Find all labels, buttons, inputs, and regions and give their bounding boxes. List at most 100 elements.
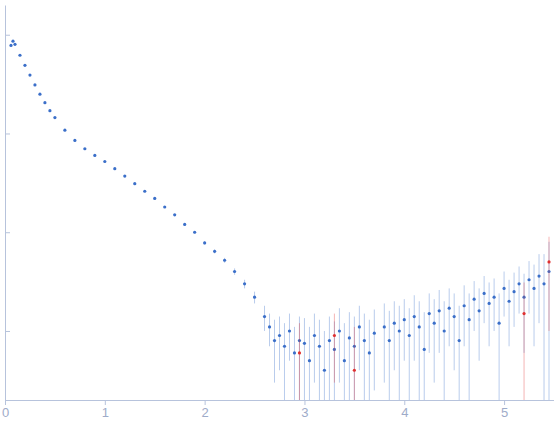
- error-bar: [479, 288, 480, 360]
- point: [323, 369, 326, 372]
- x-tick: 0: [2, 400, 9, 420]
- point: [318, 345, 321, 348]
- error-bar: [399, 306, 400, 400]
- error-bar: [474, 281, 475, 331]
- point: [313, 334, 316, 337]
- point: [243, 282, 246, 285]
- y-tick: [5, 232, 10, 233]
- point: [483, 292, 486, 295]
- x-tick-label: 4: [401, 405, 408, 420]
- point: [33, 83, 36, 86]
- point: [63, 129, 66, 132]
- point: [398, 329, 401, 332]
- series: [9, 40, 550, 400]
- point: [343, 359, 346, 362]
- plot: 012345: [2, 6, 554, 437]
- point: [353, 369, 356, 372]
- y-tick-mark: [5, 133, 10, 134]
- point: [11, 40, 14, 43]
- point: [393, 322, 396, 325]
- error-bar: [489, 282, 490, 346]
- point: [133, 182, 136, 185]
- point: [43, 101, 46, 104]
- error-bar: [264, 306, 265, 331]
- error-bar: [449, 288, 450, 346]
- point: [368, 351, 371, 354]
- point: [153, 197, 156, 200]
- point: [183, 223, 186, 226]
- point: [18, 54, 21, 57]
- y-tick: [5, 331, 10, 332]
- point: [233, 270, 236, 273]
- error-bar: [389, 311, 390, 400]
- error-bar: [434, 299, 435, 382]
- x-tick-label: 3: [301, 405, 308, 420]
- point: [363, 339, 366, 342]
- x-axis: 012345: [2, 400, 554, 420]
- x-tick: 2: [202, 400, 209, 420]
- error-bar: [524, 282, 525, 400]
- point: [298, 351, 301, 354]
- x-tick-label: 1: [102, 405, 109, 420]
- error-bar: [544, 254, 545, 400]
- point: [428, 312, 431, 315]
- error-bar: [299, 323, 300, 400]
- point: [13, 43, 16, 46]
- error-bar: [529, 261, 530, 313]
- point: [418, 325, 421, 328]
- point: [48, 109, 51, 112]
- point: [308, 359, 311, 362]
- point: [338, 329, 341, 332]
- y-tick-mark: [5, 331, 10, 332]
- error-bar: [469, 293, 470, 400]
- error-bar: [534, 265, 535, 347]
- error-bar: [329, 317, 330, 400]
- error-bar: [309, 327, 310, 400]
- y-tick-mark: [5, 232, 10, 233]
- point: [163, 205, 166, 208]
- point: [527, 278, 530, 281]
- error-bar: [414, 295, 415, 360]
- error-bar: [274, 320, 275, 383]
- error-bar: [314, 314, 315, 383]
- point: [288, 329, 291, 332]
- error-bar: [439, 290, 440, 353]
- point: [278, 334, 281, 337]
- point: [522, 312, 525, 315]
- point: [358, 325, 361, 328]
- point: [438, 309, 441, 312]
- error-bar: [324, 331, 325, 400]
- point: [408, 334, 411, 337]
- point: [443, 329, 446, 332]
- y-axis-line: [5, 6, 6, 401]
- error-bar: [349, 312, 350, 400]
- point: [512, 290, 515, 293]
- point: [453, 315, 456, 318]
- point: [348, 336, 351, 339]
- point: [83, 147, 86, 150]
- point: [498, 322, 501, 325]
- point: [532, 287, 535, 290]
- point: [253, 296, 256, 299]
- error-bar: [339, 308, 340, 382]
- point: [333, 334, 336, 337]
- x-tick: 4: [401, 400, 408, 420]
- point: [433, 322, 436, 325]
- error-bar: [354, 327, 355, 400]
- point: [507, 300, 510, 303]
- y-tick: [5, 35, 10, 36]
- error-bar: [509, 280, 510, 346]
- error-bar: [429, 293, 430, 352]
- point: [193, 231, 196, 234]
- x-tick: 3: [301, 400, 308, 420]
- chart: 012345: [0, 0, 554, 437]
- error-bar: [424, 312, 425, 400]
- error-bar: [549, 237, 550, 331]
- point: [113, 167, 116, 170]
- point: [493, 296, 496, 299]
- error-bar: [499, 293, 500, 400]
- point: [303, 342, 306, 345]
- error-bar: [539, 254, 540, 323]
- point: [373, 332, 376, 335]
- point: [293, 351, 296, 354]
